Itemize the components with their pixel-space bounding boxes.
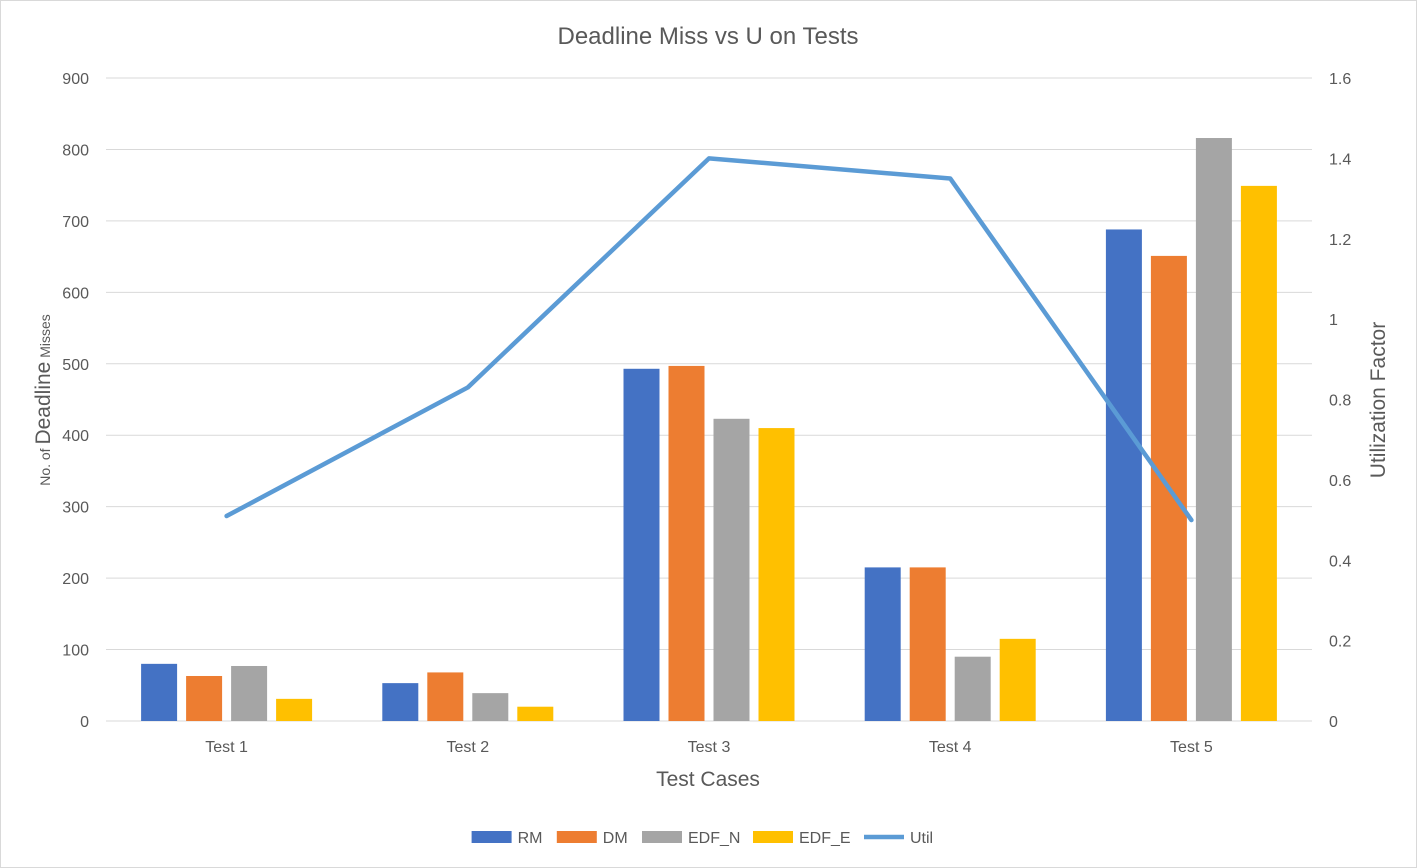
legend-label: Util bbox=[910, 830, 933, 847]
left-tick-label: 600 bbox=[62, 285, 89, 302]
right-tick-label: 0.4 bbox=[1329, 553, 1351, 570]
chart-title: Deadline Miss vs U on Tests bbox=[557, 23, 858, 50]
right-tick-label: 0 bbox=[1329, 714, 1338, 731]
left-tick-label: 100 bbox=[62, 643, 89, 660]
bar-edf-e-2 bbox=[517, 706, 554, 721]
y-axis-title-prefix: No. of bbox=[37, 445, 53, 486]
left-tick-label: 0 bbox=[80, 714, 89, 731]
legend-label: EDF_N bbox=[688, 830, 740, 847]
bar-dm-4 bbox=[909, 567, 946, 721]
legend: RM DM EDF_N EDF_E Util bbox=[471, 830, 933, 847]
bar-dm-2 bbox=[427, 672, 464, 721]
legend-item-rm: RM bbox=[471, 830, 543, 847]
x-tick-label: Test 2 bbox=[446, 739, 489, 756]
legend-item-util: Util bbox=[864, 830, 933, 847]
y-axis-title-main: Deadline bbox=[32, 362, 55, 445]
legend-item-edf-e: EDF_E bbox=[753, 830, 851, 847]
legend-item-edf-n: EDF_N bbox=[642, 830, 740, 847]
right-tick-label: 0.8 bbox=[1329, 393, 1351, 410]
legend-label: DM bbox=[603, 830, 628, 847]
legend-label: EDF_E bbox=[799, 830, 851, 847]
right-axis-ticks: 0 0.2 0.4 0.6 0.8 1 1.2 1.4 1.6 bbox=[1329, 71, 1351, 731]
bar-rm-2 bbox=[382, 683, 419, 721]
bar-rm-3 bbox=[623, 368, 660, 721]
left-tick-label: 300 bbox=[62, 500, 89, 517]
legend-swatch bbox=[753, 831, 793, 843]
right-tick-label: 0.2 bbox=[1329, 634, 1351, 651]
left-tick-label: 400 bbox=[62, 428, 89, 445]
bar-edf-e-4 bbox=[999, 638, 1036, 721]
bar-edf-n-5 bbox=[1195, 138, 1232, 722]
line-util bbox=[224, 156, 1194, 523]
bar-dm-1 bbox=[186, 675, 223, 721]
util-line-series bbox=[224, 156, 1194, 523]
left-tick-label: 900 bbox=[62, 71, 89, 88]
right-tick-label: 1.2 bbox=[1329, 232, 1351, 249]
x-tick-label: Test 4 bbox=[929, 739, 972, 756]
right-tick-label: 1 bbox=[1329, 312, 1338, 329]
legend-item-dm: DM bbox=[556, 830, 628, 847]
bar-edf-n-1 bbox=[231, 665, 268, 721]
x-tick-label: Test 1 bbox=[205, 739, 248, 756]
left-tick-label: 700 bbox=[62, 214, 89, 231]
bar-edf-n-4 bbox=[954, 656, 991, 721]
legend-swatch bbox=[471, 831, 512, 843]
bar-rm-1 bbox=[141, 663, 178, 721]
legend-swatch bbox=[556, 831, 597, 843]
bar-series bbox=[141, 138, 1277, 722]
bar-edf-e-1 bbox=[276, 698, 313, 721]
bar-edf-e-3 bbox=[758, 428, 795, 721]
right-tick-label: 0.6 bbox=[1329, 473, 1351, 490]
left-tick-label: 200 bbox=[62, 571, 89, 588]
x-tick-label: Test 3 bbox=[688, 739, 731, 756]
y2-axis-title: Utilization Factor bbox=[1367, 322, 1390, 478]
bar-rm-4 bbox=[864, 567, 901, 721]
x-axis-title: Test Cases bbox=[656, 768, 760, 791]
bar-edf-n-2 bbox=[472, 693, 509, 721]
y-axis-title-suffix: Misses bbox=[37, 314, 53, 361]
bar-rm-5 bbox=[1105, 229, 1142, 721]
y-axis-title: No. of Deadline Misses bbox=[32, 314, 55, 486]
left-axis-ticks: 0 100 200 300 400 500 600 700 800 900 bbox=[62, 71, 89, 731]
right-tick-label: 1.4 bbox=[1329, 151, 1351, 168]
bar-dm-3 bbox=[668, 365, 705, 721]
legend-label: RM bbox=[518, 830, 543, 847]
left-tick-label: 800 bbox=[62, 142, 89, 159]
x-axis-ticks: Test 1 Test 2 Test 3 Test 4 Test 5 bbox=[205, 739, 1213, 756]
legend-swatch bbox=[642, 831, 682, 843]
x-tick-label: Test 5 bbox=[1170, 739, 1213, 756]
right-tick-label: 1.6 bbox=[1329, 71, 1351, 88]
left-tick-label: 500 bbox=[62, 357, 89, 374]
bar-edf-n-3 bbox=[713, 418, 750, 721]
bar-edf-e-5 bbox=[1240, 185, 1277, 721]
